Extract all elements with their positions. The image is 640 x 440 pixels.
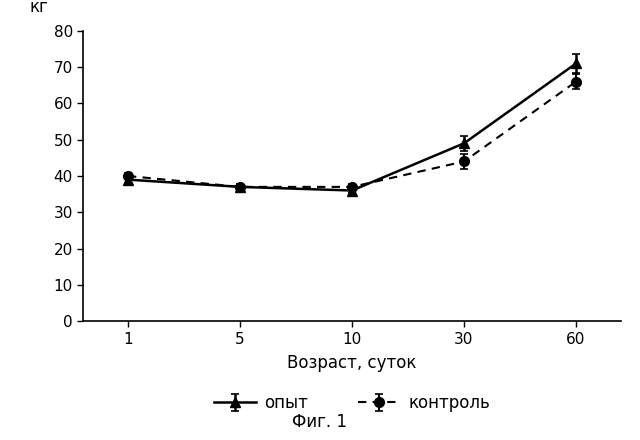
Legend: опыт, контроль: опыт, контроль bbox=[207, 388, 497, 419]
Text: кг: кг bbox=[29, 0, 48, 16]
X-axis label: Возраст, суток: Возраст, суток bbox=[287, 354, 417, 371]
Text: Фиг. 1: Фиг. 1 bbox=[292, 413, 348, 431]
